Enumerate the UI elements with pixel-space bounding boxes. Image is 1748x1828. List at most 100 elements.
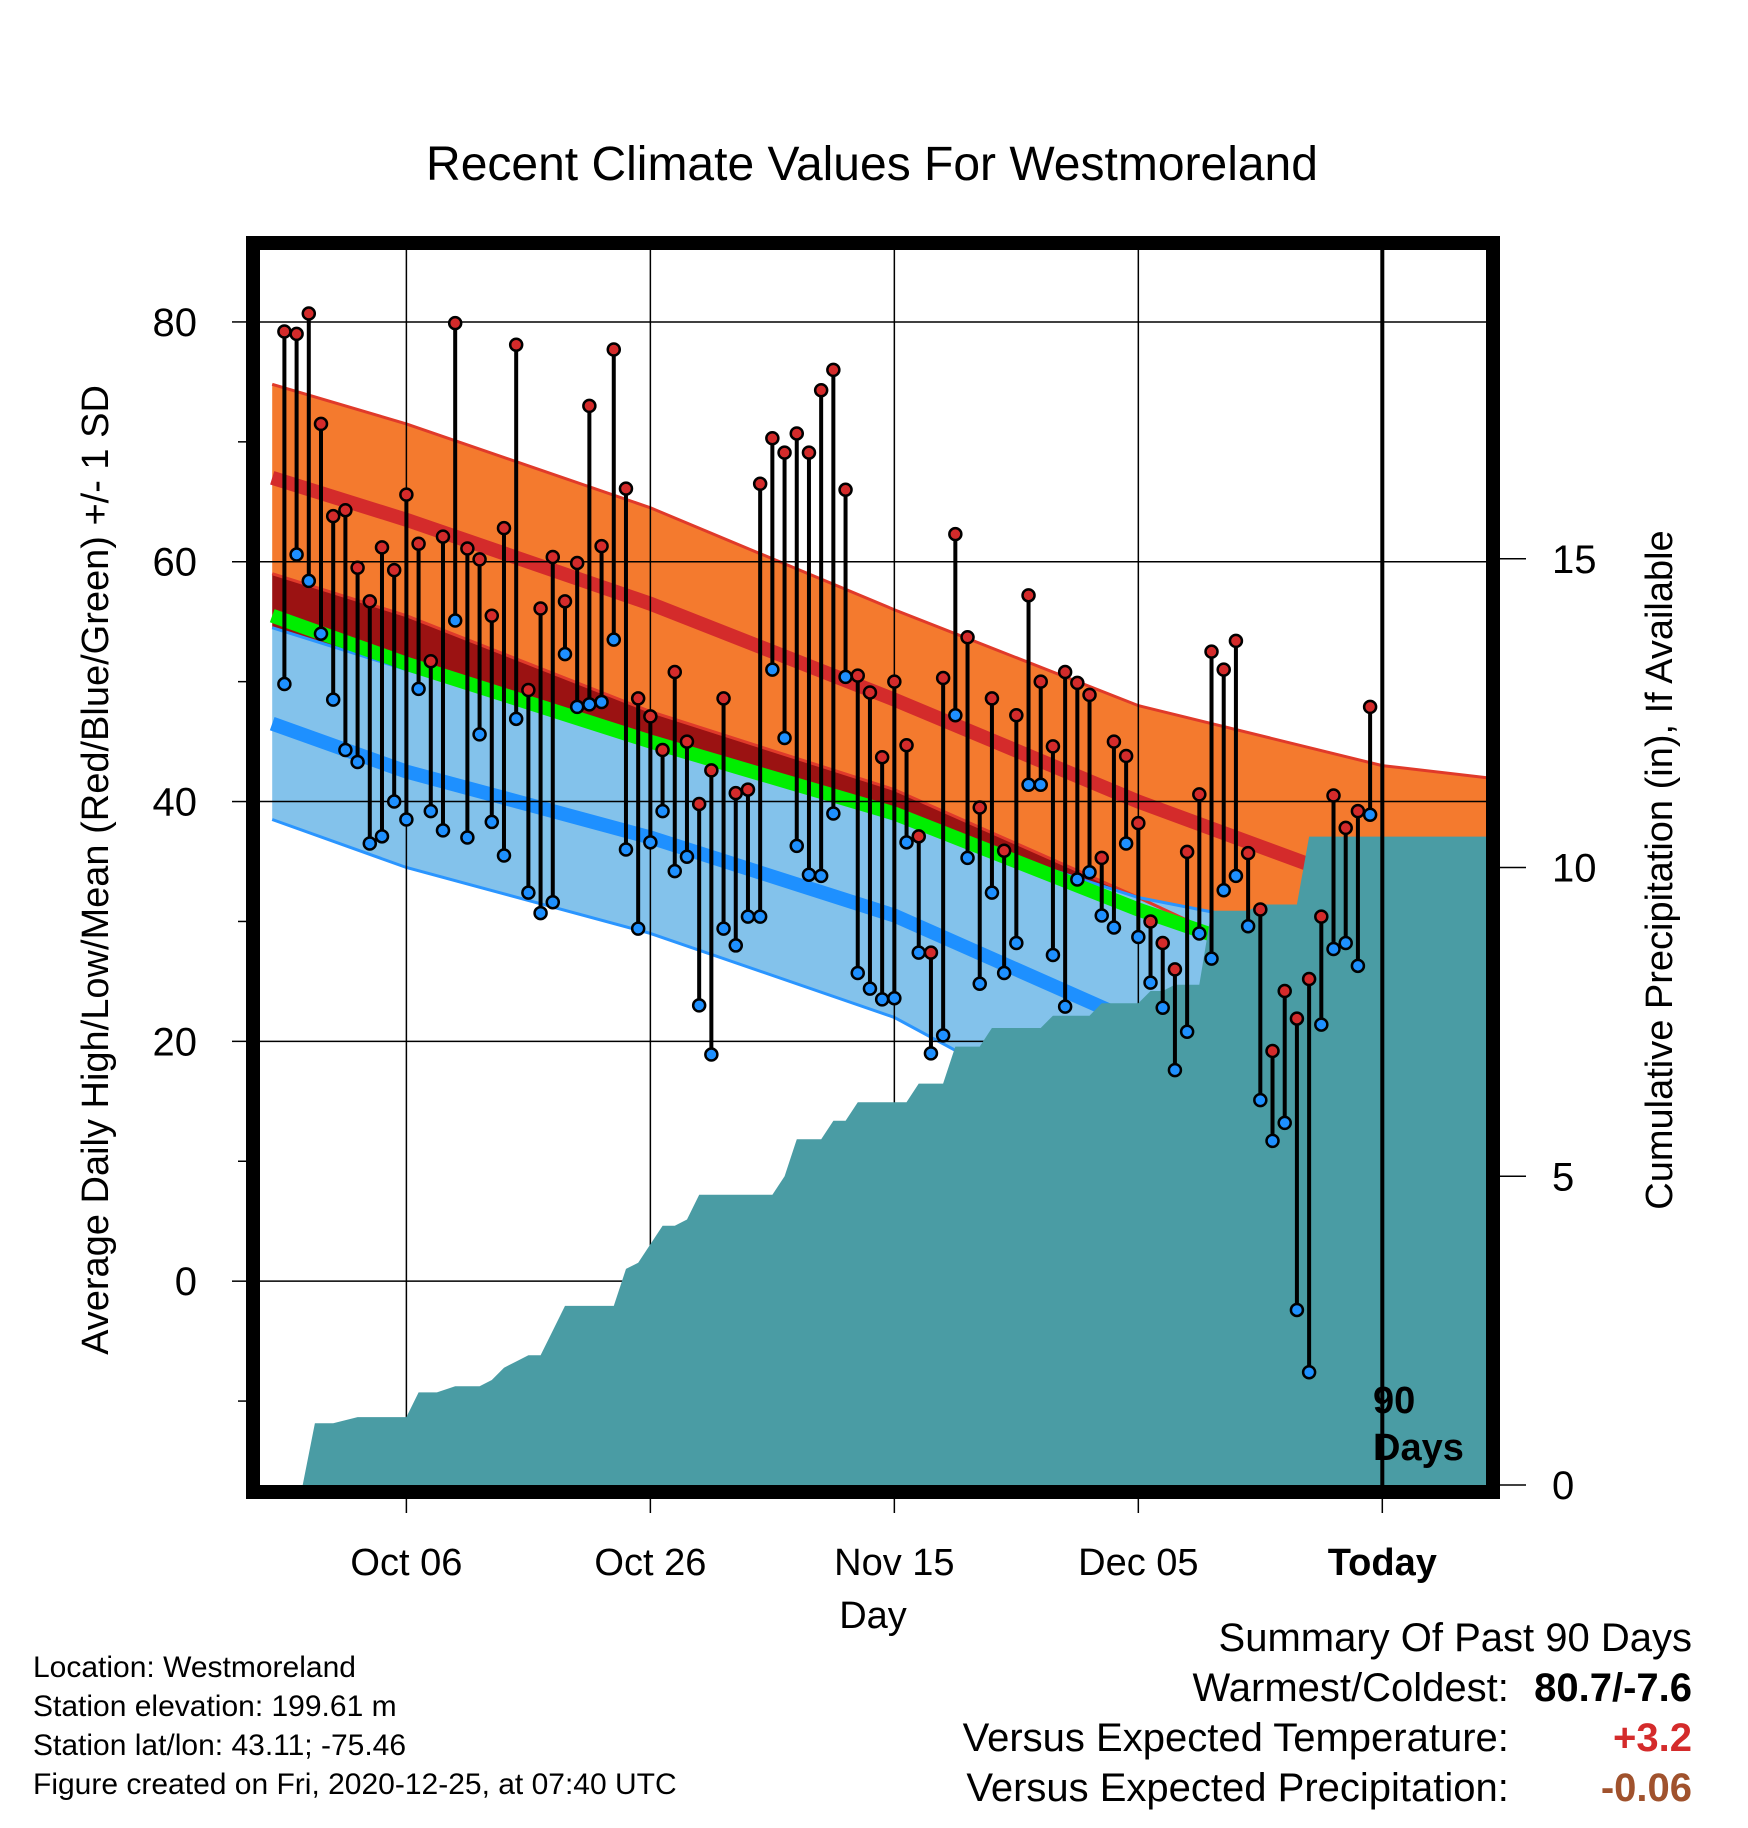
daily-low-point bbox=[1253, 1092, 1268, 1108]
daily-high-point bbox=[1314, 909, 1329, 924]
daily-high-point bbox=[325, 508, 341, 524]
daily-low-point bbox=[838, 669, 853, 685]
daily-low-point bbox=[545, 895, 561, 910]
daily-high-point bbox=[1192, 787, 1207, 802]
daily-high-point bbox=[1216, 662, 1231, 677]
temp-anomaly-row: Versus Expected Temperature: +3.2 bbox=[963, 1713, 1692, 1763]
x-tick-label: Dec 05 bbox=[1078, 1542, 1198, 1584]
y2-tick-label: 10 bbox=[1552, 847, 1597, 891]
daily-high-point bbox=[472, 552, 487, 567]
daily-low-point bbox=[1057, 999, 1073, 1014]
daily-low-point bbox=[521, 885, 536, 900]
y-tick-label: 80 bbox=[153, 301, 198, 345]
daily-low-point bbox=[911, 945, 926, 960]
daily-low-point bbox=[935, 1028, 951, 1043]
daily-low-point bbox=[569, 699, 585, 715]
x-tick-label: Nov 15 bbox=[834, 1542, 954, 1584]
temp-anomaly-value: +3.2 bbox=[1613, 1716, 1692, 1760]
daily-high-point bbox=[1082, 687, 1097, 703]
daily-high-point bbox=[972, 800, 987, 815]
y2-tick-label: 5 bbox=[1552, 1155, 1574, 1199]
daily-low-point bbox=[972, 976, 987, 992]
x-tick-label: Today bbox=[1328, 1542, 1437, 1584]
daily-low-point bbox=[813, 868, 829, 884]
daily-low-point bbox=[801, 867, 817, 882]
daily-low-point bbox=[277, 676, 292, 692]
daily-low-point bbox=[411, 681, 426, 697]
daily-high-point bbox=[1106, 734, 1122, 749]
days-label-line1: 90 bbox=[1373, 1380, 1415, 1422]
summary-heading: Summary Of Past 90 Days bbox=[1218, 1616, 1692, 1660]
daily-high-point bbox=[996, 843, 1012, 858]
daily-high-point bbox=[874, 749, 890, 765]
daily-low-point bbox=[1362, 807, 1378, 822]
daily-high-point bbox=[521, 682, 536, 698]
daily-low-point bbox=[484, 814, 500, 830]
daily-low-point bbox=[923, 1046, 939, 1061]
daily-high-point bbox=[338, 502, 353, 518]
elevation-text: Station elevation: 199.61 m bbox=[33, 1690, 397, 1723]
daily-high-point bbox=[984, 691, 1000, 706]
daily-low-point bbox=[1179, 1024, 1195, 1040]
daily-low-point bbox=[301, 573, 317, 589]
daily-high-point bbox=[606, 342, 622, 357]
daily-low-point bbox=[691, 998, 707, 1013]
daily-high-point bbox=[423, 654, 439, 669]
daily-high-point bbox=[716, 691, 731, 706]
daily-high-point bbox=[1045, 739, 1061, 754]
daily-low-point bbox=[533, 905, 548, 921]
daily-high-point bbox=[899, 737, 914, 753]
daily-high-point bbox=[1301, 971, 1317, 987]
daily-high-point bbox=[1094, 850, 1109, 866]
daily-low-point bbox=[1326, 941, 1341, 957]
daily-high-point bbox=[862, 685, 878, 700]
daily-low-point bbox=[1192, 926, 1207, 941]
daily-low-point bbox=[1167, 1062, 1183, 1078]
daily-high-point bbox=[691, 796, 707, 812]
daily-high-point bbox=[301, 306, 317, 321]
summary-panel: Summary Of Past 90 Days Warmest/Coldest:… bbox=[963, 1613, 1692, 1813]
y-tick-label: 60 bbox=[153, 541, 198, 585]
daily-high-point bbox=[923, 945, 939, 960]
daily-low-point bbox=[1338, 935, 1353, 951]
daily-high-point bbox=[411, 536, 426, 552]
daily-low-point bbox=[643, 835, 658, 850]
daily-low-point bbox=[826, 806, 841, 821]
daily-high-point bbox=[911, 829, 926, 844]
daily-low-point bbox=[582, 697, 597, 712]
daily-low-point bbox=[423, 803, 439, 819]
daily-low-point bbox=[752, 909, 768, 924]
y-axis-label: Average Daily High/Low/Mean (Red/Blue/Gr… bbox=[75, 385, 117, 1355]
daily-low-point bbox=[1228, 868, 1244, 884]
x-tick-label: Oct 06 bbox=[350, 1542, 462, 1584]
daily-high-point bbox=[740, 782, 756, 797]
daily-low-point bbox=[435, 823, 451, 838]
plot-frame bbox=[246, 236, 1500, 1499]
daily-high-point bbox=[374, 540, 390, 555]
daily-high-point bbox=[1167, 962, 1183, 977]
daily-low-point bbox=[325, 692, 341, 707]
daily-low-point bbox=[313, 626, 329, 641]
daily-high-point bbox=[630, 691, 646, 706]
daily-low-point bbox=[447, 613, 463, 628]
daily-low-point bbox=[618, 842, 634, 857]
daily-low-point bbox=[960, 850, 975, 866]
daily-high-point bbox=[582, 398, 597, 414]
daily-high-point bbox=[386, 562, 402, 578]
daily-low-point bbox=[984, 885, 1000, 900]
daily-high-point bbox=[533, 601, 548, 616]
daily-high-point bbox=[399, 487, 414, 502]
daily-low-point bbox=[704, 1047, 719, 1062]
daily-high-point bbox=[1265, 1043, 1280, 1059]
daily-high-point bbox=[887, 674, 902, 689]
daily-high-point bbox=[1253, 902, 1268, 917]
daily-low-point bbox=[996, 965, 1012, 981]
daily-low-point bbox=[1301, 1365, 1317, 1380]
daily-high-point bbox=[1326, 788, 1341, 803]
daily-low-point bbox=[1314, 1017, 1329, 1032]
daily-low-point bbox=[862, 981, 878, 996]
daily-high-point bbox=[1338, 820, 1353, 836]
daily-high-point bbox=[1289, 1011, 1305, 1026]
daily-low-point bbox=[850, 965, 866, 981]
precip-anomaly-value: -0.06 bbox=[1600, 1766, 1692, 1810]
